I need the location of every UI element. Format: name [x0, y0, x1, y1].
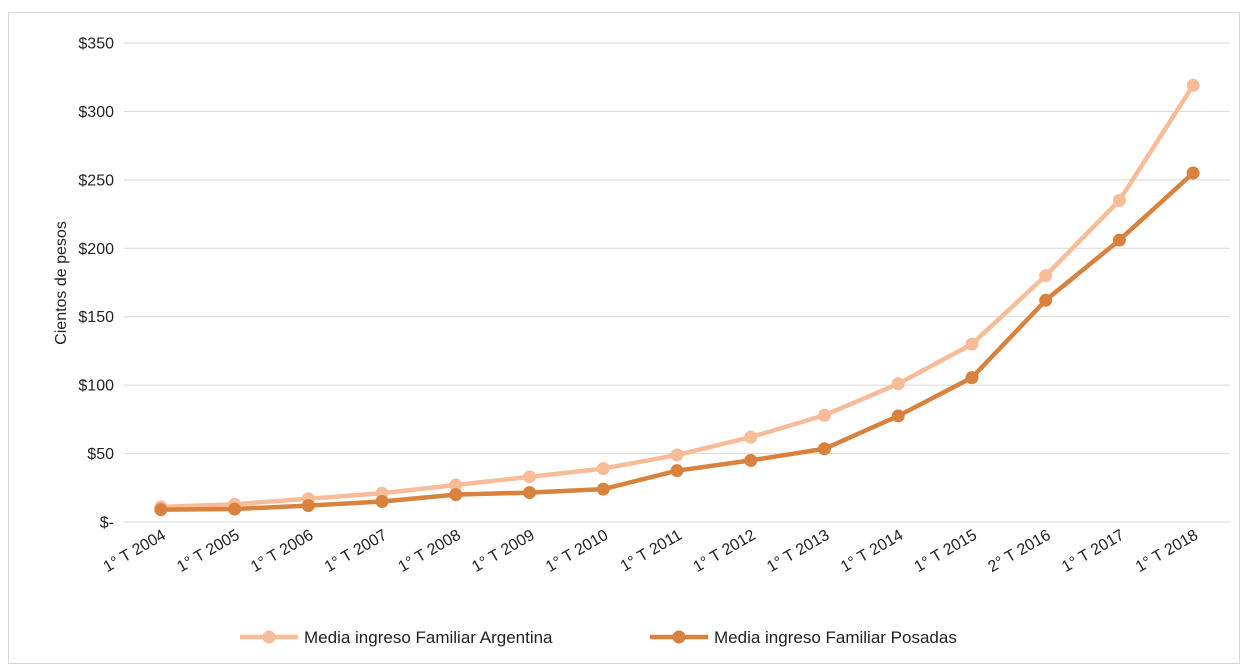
- data-point: [965, 371, 979, 385]
- data-point: [375, 494, 389, 508]
- x-tick-label: 1° T 2017: [1059, 527, 1127, 576]
- data-point: [670, 448, 684, 462]
- x-tick-labels: 1° T 2004 1° T 2005 1° T 2006 1° T 2007 1° T…: [101, 527, 1202, 576]
- y-tick-label: $350: [78, 36, 114, 53]
- x-tick-label: 1° T 2018: [1133, 527, 1201, 576]
- data-point: [1112, 233, 1126, 247]
- data-point: [449, 478, 463, 492]
- y-tick-label: $200: [78, 241, 114, 258]
- x-tick-label: 1° T 2015: [912, 527, 980, 576]
- data-point: [670, 464, 684, 478]
- data-point: [891, 377, 905, 391]
- data-point: [523, 486, 537, 500]
- legend-label: Media ingreso Familiar Argentina: [304, 628, 553, 647]
- grid-layer: [124, 42, 1230, 523]
- x-tick-label: 1° T 2008: [396, 527, 464, 576]
- data-point: [228, 502, 242, 516]
- data-point: [965, 337, 979, 351]
- legend-item: Media ingreso Familiar Argentina: [240, 628, 553, 647]
- data-point: [744, 430, 758, 444]
- legend-item: Media ingreso Familiar Posadas: [650, 628, 957, 647]
- legend-label: Media ingreso Familiar Posadas: [714, 628, 957, 647]
- chart-border: [8, 12, 1240, 664]
- data-point: [1039, 269, 1053, 283]
- x-tick-label: 1° T 2009: [469, 527, 537, 576]
- y-tick-label: $-: [100, 515, 114, 532]
- x-tick-label: 1° T 2012: [690, 527, 758, 576]
- y-tick-label: $50: [87, 446, 114, 463]
- x-tick-label: 1° T 2005: [174, 527, 242, 576]
- x-tick-label: 1° T 2010: [543, 527, 611, 576]
- x-tick-label: 1° T 2011: [618, 527, 685, 576]
- y-tick-label: $300: [78, 104, 114, 121]
- data-point: [817, 442, 831, 456]
- y-tick-label: $100: [78, 378, 114, 395]
- data-point: [1112, 193, 1126, 207]
- legend: Media ingreso Familiar Argentina Media in…: [240, 628, 957, 647]
- series-2: [154, 166, 1200, 517]
- x-tick-label: 1° T 2013: [764, 527, 832, 576]
- data-point: [1186, 166, 1200, 180]
- x-tick-label: 1° T 2014: [838, 527, 906, 576]
- y-tick-label: $150: [78, 309, 114, 326]
- data-point: [744, 453, 758, 467]
- data-point: [523, 470, 537, 484]
- series-line: [158, 83, 1196, 510]
- x-tick-label: 1° T 2004: [101, 527, 169, 576]
- x-tick-label: 2° T 2016: [985, 527, 1053, 576]
- series-layer: [154, 78, 1200, 517]
- data-point: [891, 409, 905, 423]
- data-point: [1039, 293, 1053, 307]
- legend-swatch-marker: [262, 630, 276, 644]
- legend-swatch-marker: [672, 630, 686, 644]
- y-tick-label: $250: [78, 172, 114, 189]
- data-point: [1186, 78, 1200, 92]
- data-point: [301, 499, 315, 513]
- y-tick-labels: $- $50 $100 $150 $200 $250 $300 $350: [78, 36, 114, 532]
- data-point: [449, 488, 463, 502]
- data-point: [596, 462, 610, 476]
- x-tick-label: 1° T 2006: [248, 527, 316, 576]
- data-point: [596, 482, 610, 496]
- data-point: [154, 503, 168, 517]
- data-point: [817, 408, 831, 422]
- x-tick-label: 1° T 2007: [322, 527, 390, 576]
- y-axis-title: Cientos de pesos: [53, 221, 70, 345]
